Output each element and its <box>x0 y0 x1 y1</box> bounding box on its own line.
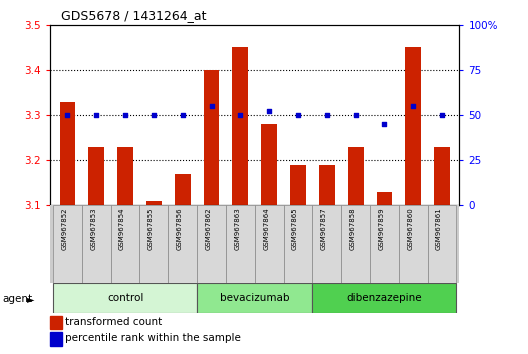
Text: GSM967858: GSM967858 <box>350 208 356 250</box>
Bar <box>261 124 277 205</box>
Point <box>352 112 360 118</box>
Bar <box>197 283 313 313</box>
Text: GSM967853: GSM967853 <box>90 208 96 250</box>
Text: GSM967852: GSM967852 <box>61 208 68 250</box>
Point <box>92 112 100 118</box>
Bar <box>111 205 139 283</box>
Point <box>409 103 418 109</box>
Bar <box>226 205 254 283</box>
Text: bevacizumab: bevacizumab <box>220 293 289 303</box>
Bar <box>254 205 284 283</box>
Bar <box>139 205 168 283</box>
Text: GSM967860: GSM967860 <box>407 208 413 250</box>
Bar <box>370 205 399 283</box>
Point <box>149 112 158 118</box>
Text: GDS5678 / 1431264_at: GDS5678 / 1431264_at <box>61 9 206 22</box>
Text: GSM967861: GSM967861 <box>436 208 442 250</box>
Point <box>265 109 274 114</box>
Text: transformed count: transformed count <box>65 317 162 327</box>
Bar <box>204 70 220 205</box>
Text: GSM967854: GSM967854 <box>119 208 125 250</box>
Text: GSM967862: GSM967862 <box>205 208 212 250</box>
Bar <box>406 47 421 205</box>
Bar <box>175 174 191 205</box>
Bar <box>284 205 313 283</box>
Bar <box>53 205 82 283</box>
Bar <box>53 283 197 313</box>
Bar <box>341 205 370 283</box>
Text: GSM967865: GSM967865 <box>292 208 298 250</box>
Bar <box>60 102 76 205</box>
Bar <box>319 165 335 205</box>
Text: ►: ► <box>27 294 35 304</box>
Bar <box>82 205 111 283</box>
Point <box>236 112 244 118</box>
Text: percentile rank within the sample: percentile rank within the sample <box>65 333 241 343</box>
Text: agent: agent <box>2 294 32 304</box>
Bar <box>376 192 392 205</box>
Text: GSM967863: GSM967863 <box>234 208 240 250</box>
Text: GSM967857: GSM967857 <box>321 208 327 250</box>
Bar <box>117 147 133 205</box>
Point <box>438 112 446 118</box>
Text: GSM967864: GSM967864 <box>263 208 269 250</box>
Bar <box>146 201 162 205</box>
Point <box>208 103 216 109</box>
Bar <box>168 205 197 283</box>
Point <box>63 112 72 118</box>
Bar <box>434 147 450 205</box>
Point <box>121 112 129 118</box>
Bar <box>290 165 306 205</box>
Point <box>178 112 187 118</box>
Bar <box>197 205 226 283</box>
Text: dibenzazepine: dibenzazepine <box>346 293 422 303</box>
Point <box>294 112 302 118</box>
Text: GSM967855: GSM967855 <box>148 208 154 250</box>
Bar <box>313 205 341 283</box>
Point <box>380 121 389 127</box>
Bar <box>428 205 457 283</box>
Bar <box>399 205 428 283</box>
Bar <box>348 147 364 205</box>
Bar <box>232 47 248 205</box>
Bar <box>88 147 104 205</box>
Point <box>323 112 331 118</box>
Bar <box>313 283 457 313</box>
Text: GSM967859: GSM967859 <box>379 208 384 250</box>
Text: control: control <box>107 293 143 303</box>
Text: GSM967856: GSM967856 <box>177 208 183 250</box>
